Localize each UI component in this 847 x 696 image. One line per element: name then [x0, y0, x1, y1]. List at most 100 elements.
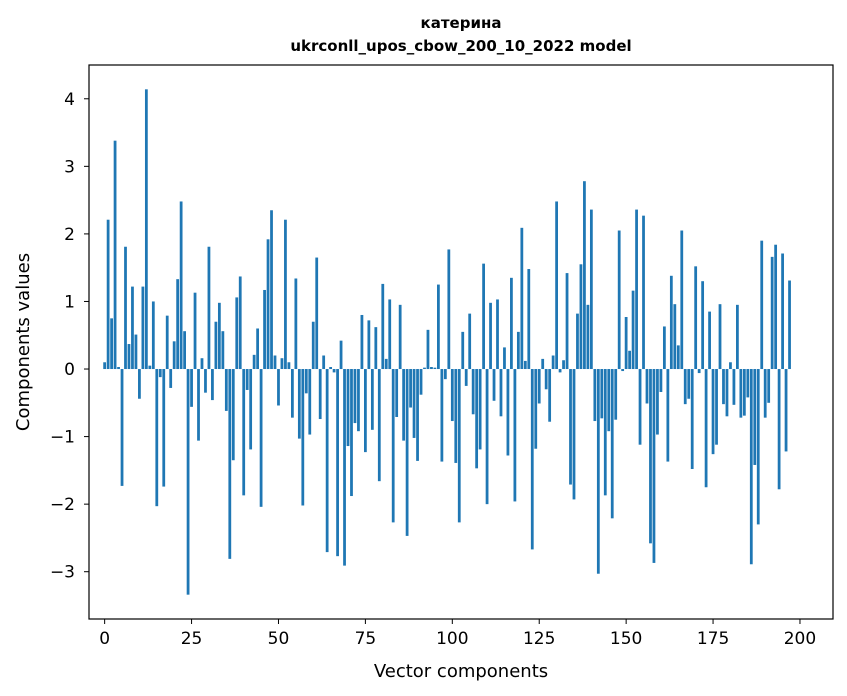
- x-tick-label: 100: [436, 629, 468, 649]
- bar-43: [252, 354, 256, 370]
- bar-176: [715, 369, 718, 445]
- y-tick-label: 0: [64, 360, 75, 380]
- bar-139: [586, 304, 590, 370]
- x-tick-label: 175: [697, 629, 729, 649]
- bar-125: [537, 369, 541, 404]
- bar-54: [290, 369, 294, 418]
- bar-165: [676, 345, 680, 370]
- bar-189: [760, 240, 764, 370]
- bar-150: [624, 317, 628, 370]
- bar-50: [277, 369, 280, 406]
- bar-22: [179, 201, 183, 370]
- bar-10: [138, 369, 141, 399]
- bar-166: [680, 230, 684, 370]
- bar-104: [464, 369, 468, 386]
- bar-35: [224, 369, 228, 411]
- bars-group: [103, 89, 791, 595]
- y-tick-label: 3: [64, 157, 75, 177]
- bar-105: [468, 313, 472, 370]
- y-axis-label: Components values: [13, 253, 34, 431]
- bar-3: [113, 140, 117, 370]
- y-tick-label: 2: [64, 225, 75, 245]
- bar-172: [701, 281, 705, 370]
- bar-7: [127, 344, 131, 370]
- bar-191: [767, 369, 771, 403]
- x-axis-ticks: 0 25 50 75 100 125 150 175 200: [99, 619, 816, 649]
- bar-52: [284, 219, 287, 370]
- y-tick-label: −1: [50, 428, 75, 448]
- bar-183: [739, 369, 743, 418]
- bar-114: [499, 369, 503, 417]
- bar-95: [433, 367, 437, 370]
- bar-162: [666, 369, 670, 462]
- y-tick-label: −2: [50, 495, 75, 515]
- bar-37: [231, 369, 235, 461]
- bar-128: [548, 369, 552, 422]
- bar-103: [461, 331, 465, 370]
- bar-177: [718, 304, 722, 370]
- bar-106: [471, 369, 475, 415]
- bar-23: [183, 331, 186, 370]
- bar-108: [478, 369, 482, 450]
- bar-140: [589, 209, 593, 370]
- bar-15: [155, 369, 159, 507]
- bar-51: [280, 358, 284, 370]
- bar-74: [360, 314, 364, 370]
- bar-184: [742, 369, 746, 416]
- bar-136: [576, 313, 579, 370]
- bar-130: [555, 201, 558, 370]
- bar-187: [753, 369, 757, 465]
- bar-53: [287, 362, 291, 370]
- chart-title-line2: ukrconll_upos_cbow_200_10_2022 model: [290, 37, 631, 55]
- bar-48: [270, 210, 273, 370]
- bar-6: [124, 246, 127, 370]
- bar-99: [447, 249, 451, 370]
- bar-31: [211, 369, 214, 401]
- bar-59: [308, 369, 312, 435]
- bar-9: [134, 334, 138, 370]
- bar-180: [729, 362, 732, 370]
- bar-76: [367, 320, 371, 370]
- bar-109: [482, 263, 485, 370]
- bar-77: [370, 369, 374, 430]
- chart-title-line1: катерина: [421, 14, 502, 32]
- bar-29: [204, 369, 207, 393]
- bar-94: [430, 367, 433, 370]
- bar-124: [534, 369, 538, 449]
- bar-160: [659, 369, 663, 392]
- bar-16: [158, 369, 162, 378]
- bar-156: [645, 369, 649, 404]
- x-tick-label: 75: [355, 629, 377, 649]
- bar-38: [235, 297, 239, 370]
- bar-80: [381, 283, 385, 370]
- bar-56: [297, 369, 301, 439]
- bar-2: [110, 318, 113, 370]
- bar-21: [176, 279, 180, 370]
- bar-196: [784, 369, 788, 452]
- bar-154: [638, 369, 642, 445]
- x-axis-label: Vector components: [374, 661, 548, 682]
- bar-44: [256, 328, 260, 370]
- bar-86: [402, 369, 406, 441]
- bar-174: [708, 311, 711, 370]
- bar-164: [673, 304, 677, 370]
- bar-83: [391, 369, 395, 523]
- bar-110: [485, 369, 489, 505]
- bar-155: [642, 215, 645, 370]
- bar-87: [405, 369, 409, 536]
- bar-17: [162, 369, 166, 487]
- bar-81: [384, 358, 388, 370]
- bar-41: [245, 369, 249, 390]
- bar-131: [558, 369, 562, 373]
- x-tick-label: 150: [610, 629, 642, 649]
- bar-117: [510, 277, 513, 370]
- bar-107: [475, 369, 479, 469]
- bar-168: [687, 369, 691, 399]
- bar-32: [214, 321, 218, 370]
- bar-111: [489, 302, 492, 370]
- bar-113: [496, 299, 499, 370]
- y-tick-label: −3: [50, 563, 75, 583]
- bar-122: [527, 269, 531, 370]
- plot-frame: [88, 64, 834, 620]
